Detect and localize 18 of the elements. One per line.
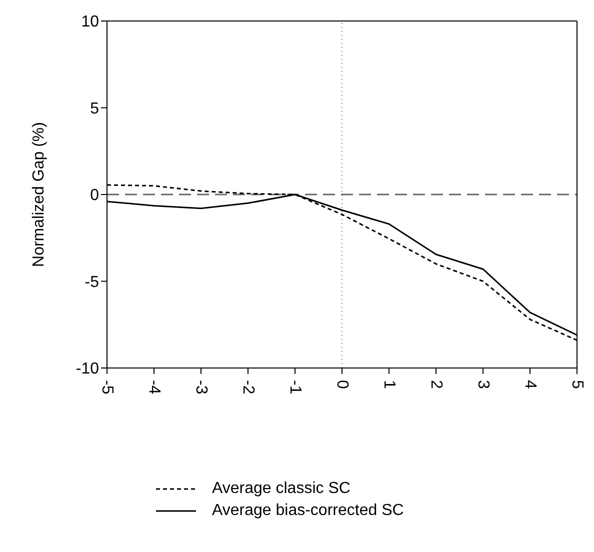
x-tick-label: 0: [334, 380, 350, 389]
x-tick-label: -2: [240, 380, 256, 394]
x-tick-label: -3: [192, 380, 210, 394]
y-axis-title: Normalized Gap (%): [30, 122, 48, 267]
y-tick-label: -5: [84, 274, 100, 291]
x-tick-label: 4: [522, 380, 538, 389]
x-tick-label: 5: [568, 380, 586, 389]
y-tick-label: 10: [81, 14, 100, 31]
x-tick-label: 3: [474, 380, 492, 389]
x-tick-label: 2: [428, 380, 444, 389]
legend-label: Average bias-corrected SC: [212, 502, 404, 520]
x-tick-label: -1: [286, 380, 304, 394]
y-tick-label: 0: [90, 187, 100, 204]
legend-label: Average classic SC: [212, 480, 350, 498]
y-tick-label: -10: [76, 360, 100, 378]
x-tick-label: -4: [146, 380, 162, 394]
x-tick-label: 1: [380, 380, 398, 389]
y-tick-label: 5: [90, 100, 100, 118]
